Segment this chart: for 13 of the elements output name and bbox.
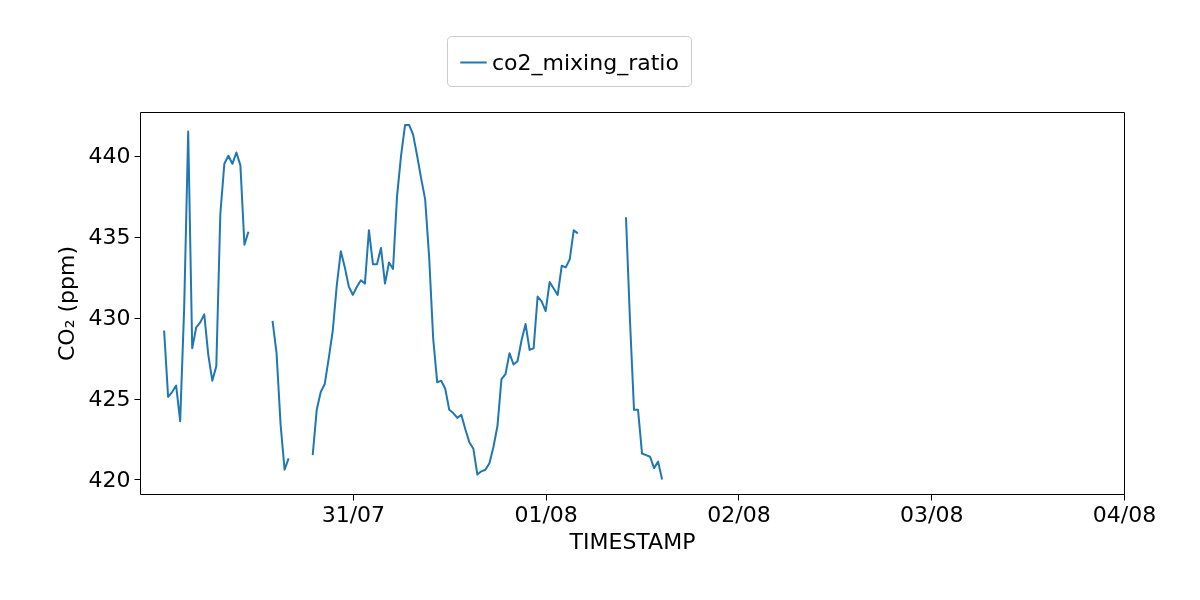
x-tick-label: 03/08 <box>900 501 964 527</box>
y-tick-label: 430 <box>88 305 131 331</box>
x-tick-label: 01/08 <box>514 501 578 527</box>
x-tick-label: 31/07 <box>321 501 386 527</box>
x-tick-label: 04/08 <box>1092 501 1157 527</box>
y-tick-label: 425 <box>88 386 131 411</box>
x-tick-label: 02/08 <box>707 501 771 527</box>
y-tick-label: 440 <box>88 143 131 169</box>
x-axis-title: TIMESTAMP <box>568 528 696 554</box>
y-axis-title: CO₂ (ppm) <box>53 245 79 362</box>
y-tick-label: 435 <box>88 224 131 250</box>
legend-label: co2_mixing_ratio <box>492 49 679 76</box>
y-tick-label: 420 <box>88 466 131 492</box>
